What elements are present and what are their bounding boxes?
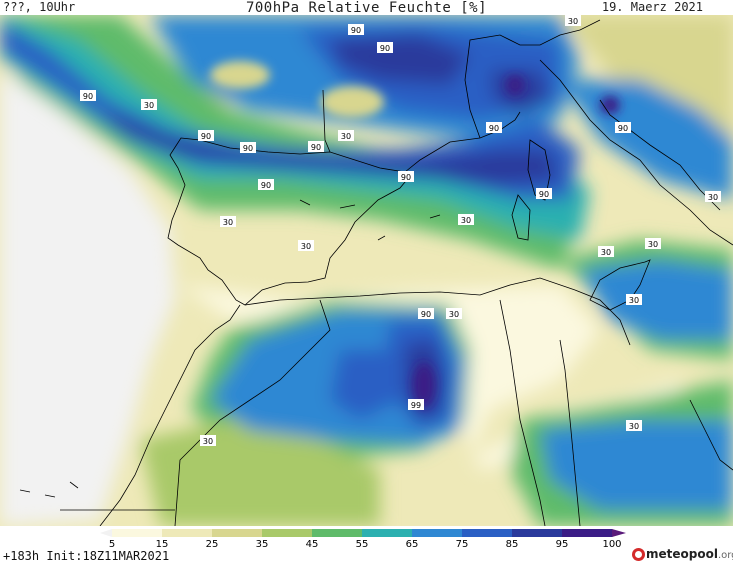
contour-label-99: 99: [408, 399, 424, 410]
legend-arrow-high: [612, 529, 626, 537]
svg-text:30: 30: [301, 242, 311, 251]
contour-label-30: 30: [338, 130, 354, 141]
legend-swatch: [412, 529, 463, 537]
legend-tick-label: 35: [256, 539, 269, 548]
svg-text:30: 30: [203, 437, 213, 446]
svg-text:30: 30: [708, 193, 718, 202]
svg-text:90: 90: [261, 181, 271, 190]
contour-label-90: 90: [398, 171, 414, 182]
contour-label-30: 30: [141, 99, 157, 110]
color-legend: 5 15 25 35 45 55 65 75 85 95 100: [100, 529, 626, 548]
legend-swatch: [462, 529, 513, 537]
coastlines: [19, 19, 733, 526]
contour-label-30: 30: [220, 216, 236, 227]
legend-tick-label: 45: [306, 539, 319, 548]
svg-text:30: 30: [601, 248, 611, 257]
legend-swatch: [362, 529, 413, 537]
contour-label-90: 90: [536, 188, 552, 199]
contour-label-30: 30: [565, 15, 581, 26]
contour-label-90: 90: [615, 122, 631, 133]
contour-labels: 90 90 90 90 90 90 90 90 90 90 90 90 99 3…: [80, 15, 721, 446]
contour-label-90: 90: [486, 122, 502, 133]
svg-text:30: 30: [629, 422, 639, 431]
humidity-map: 90 90 90 90 90 90 90 90 90 90 90 90 99 3…: [0, 15, 733, 526]
svg-text:30: 30: [648, 240, 658, 249]
contour-label-90: 90: [377, 42, 393, 53]
legend-swatch: [312, 529, 363, 537]
svg-text:90: 90: [201, 132, 211, 141]
contour-label-30: 30: [626, 420, 642, 431]
contour-label-90: 90: [348, 24, 364, 35]
contour-label-90: 90: [418, 308, 434, 319]
run-info-label: +183h Init:18Z11MAR2021: [3, 549, 170, 563]
svg-text:30: 30: [568, 17, 578, 26]
legend-tick-label: 85: [506, 539, 519, 548]
legend-swatch: [112, 529, 163, 537]
svg-text:90: 90: [351, 26, 361, 35]
legend-tick-label: 65: [406, 539, 419, 548]
map-title: 700hPa Relative Feuchte [%]: [245, 0, 488, 16]
contour-label-90: 90: [198, 130, 214, 141]
legend-tick-label: 75: [456, 539, 469, 548]
forecast-time-label: ???, 10Uhr: [3, 0, 76, 14]
svg-text:30: 30: [223, 218, 233, 227]
legend-tick-label: 95: [556, 539, 569, 548]
svg-text:30: 30: [449, 310, 459, 319]
contour-label-30: 30: [200, 435, 216, 446]
svg-text:90: 90: [539, 190, 549, 199]
contour-label-90: 90: [308, 141, 324, 152]
legend-swatch: [212, 529, 263, 537]
svg-text:90: 90: [83, 92, 93, 101]
legend-swatch: [512, 529, 563, 537]
contour-label-30: 30: [645, 238, 661, 249]
contour-label-30: 30: [626, 294, 642, 305]
svg-text:90: 90: [421, 310, 431, 319]
contour-label-90: 90: [80, 90, 96, 101]
svg-text:90: 90: [401, 173, 411, 182]
svg-text:90: 90: [380, 44, 390, 53]
legend-swatch: [162, 529, 213, 537]
svg-text:90: 90: [489, 124, 499, 133]
contour-label-90: 90: [258, 179, 274, 190]
svg-text:90: 90: [243, 144, 253, 153]
meteopool-logo[interactable]: meteopool.org: [632, 547, 733, 561]
humidity-field: [0, 15, 733, 526]
legend-tick-label: 25: [206, 539, 219, 548]
contour-label-90: 90: [240, 142, 256, 153]
contour-label-30: 30: [446, 308, 462, 319]
brand-suffix: .org: [717, 550, 733, 561]
brand-name: meteopool: [646, 547, 718, 561]
svg-text:30: 30: [144, 101, 154, 110]
legend-arrow-low: [100, 529, 112, 537]
svg-text:90: 90: [618, 124, 628, 133]
legend-tick-label: 100: [602, 539, 621, 548]
legend-tick-label: 15: [156, 539, 169, 548]
svg-text:90: 90: [311, 143, 321, 152]
contour-label-30: 30: [458, 214, 474, 225]
contour-label-30: 30: [298, 240, 314, 251]
forecast-date-label: 19. Maerz 2021: [601, 0, 703, 14]
legend-swatch: [262, 529, 313, 537]
legend-tick-label: 55: [356, 539, 369, 548]
contour-label-30: 30: [705, 191, 721, 202]
contour-label-30: 30: [598, 246, 614, 257]
svg-text:30: 30: [461, 216, 471, 225]
svg-text:99: 99: [411, 401, 421, 410]
svg-text:30: 30: [341, 132, 351, 141]
meteopool-logo-icon: [632, 548, 645, 561]
legend-tick-label: 5: [109, 539, 115, 548]
legend-swatch: [562, 529, 613, 537]
svg-text:30: 30: [629, 296, 639, 305]
